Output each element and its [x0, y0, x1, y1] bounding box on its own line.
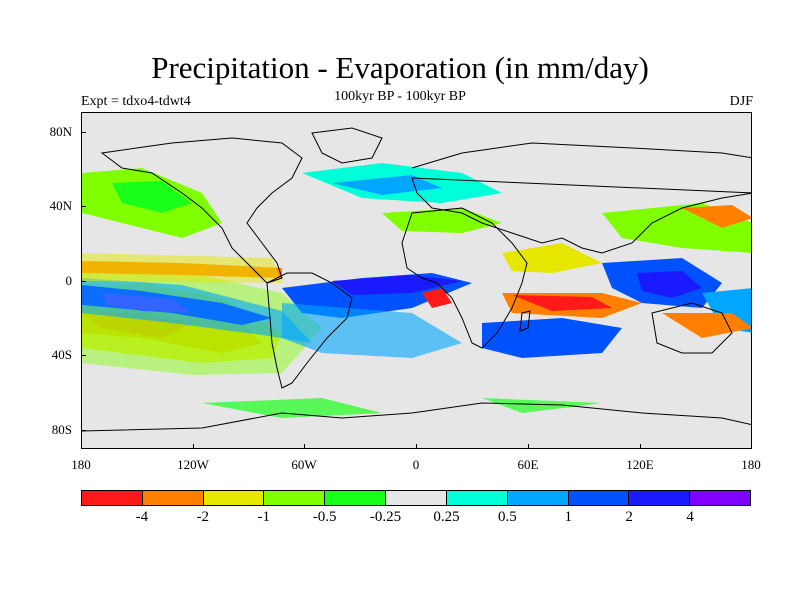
coastline-north-america [100, 137, 303, 284]
colorbar-swatch [629, 491, 691, 505]
lon-tick [81, 444, 82, 449]
colorbar-label: -2 [196, 509, 210, 525]
lat-label: 40N [49, 198, 72, 213]
lon-tick [304, 444, 305, 449]
field-wet-indian-ocean [482, 318, 622, 358]
map-title: Precipitation - Evaporation (in mm/day) [151, 50, 649, 85]
field-wet-maritime-core [637, 271, 702, 298]
lat-label: 80S [51, 422, 72, 437]
colorbar-swatch [507, 491, 569, 505]
coastline-australia [651, 302, 733, 354]
coastline-madagascar [519, 310, 531, 332]
experiment-label: Expt = tdxo4-tdwt4 [81, 94, 191, 109]
season-label: DJF [729, 94, 753, 109]
field-dry-west-pacific [662, 313, 751, 338]
colorbar-label: -0.25 [369, 509, 402, 525]
colorbar-swatch [203, 491, 265, 505]
colorbar-swatch [690, 491, 750, 505]
field-southern-ocean [202, 398, 382, 418]
coastlines [82, 127, 751, 432]
colorbar-label: -1 [257, 509, 270, 525]
colorbar-swatch [446, 491, 508, 505]
field-dry-atlantic [382, 208, 502, 233]
lat-label: 0 [65, 273, 73, 288]
colorbar-label: -0.5 [312, 509, 337, 525]
lat-tick [81, 206, 86, 207]
lon-label: 120E [626, 457, 654, 472]
field-shading [82, 163, 751, 418]
colorbar-label: -4 [135, 509, 149, 525]
coastline-south-america [266, 272, 353, 389]
lon-label: 60E [517, 457, 539, 472]
lon-label: 180 [741, 457, 761, 472]
lat-tick [81, 430, 86, 431]
lon-label: 180 [71, 457, 91, 472]
lat-label: 40S [51, 347, 72, 362]
lon-tick [416, 444, 417, 449]
lat-label: 80N [49, 124, 72, 139]
field-itcz-north-edge [82, 253, 282, 283]
field-north-atlantic-core [332, 175, 442, 195]
field-dry-indian-ocean-core [512, 295, 612, 311]
field-dry-arabian-sea [502, 243, 602, 273]
lon-label: 0 [412, 457, 420, 472]
lat-tick [81, 281, 86, 282]
field-wet-eq-pacific-halo [82, 278, 312, 343]
field-dry-africa [422, 288, 452, 308]
lon-label: 60W [291, 457, 317, 472]
colorbar-label: 4 [686, 509, 694, 525]
colorbar-swatch [82, 491, 143, 505]
colorbar-label: 2 [625, 509, 633, 525]
colorbar-swatch [325, 491, 387, 505]
map-panel [81, 112, 752, 449]
pe-map [82, 127, 751, 432]
colorbar-label: 0.5 [497, 509, 517, 525]
lon-tick [751, 444, 752, 449]
coastline-eurasia [411, 142, 751, 254]
field-dry-asia-core [682, 205, 751, 228]
colorbar-swatch [386, 491, 447, 505]
coastline-antarctica [82, 402, 751, 432]
field-southern-ocean-east [482, 398, 602, 413]
coastline-africa [401, 207, 528, 349]
lat-tick [81, 132, 86, 133]
colorbar-swatch [142, 491, 204, 505]
colorbar-label: 1 [564, 509, 573, 525]
colorbar-swatch [568, 491, 630, 505]
lon-label: 120W [177, 457, 209, 472]
lon-tick [640, 444, 641, 449]
lon-tick [528, 444, 529, 449]
colorbar [81, 490, 751, 506]
colorbar-swatch [264, 491, 326, 505]
map-subtitle: 100kyr BP - 100kyr BP [334, 89, 466, 104]
colorbar-label: 0.25 [433, 509, 460, 525]
field-atlantic-halo [282, 303, 462, 358]
lon-tick [193, 444, 194, 449]
lat-tick [81, 355, 86, 356]
coastline-greenland [311, 127, 383, 164]
field-north-pacific-core [112, 181, 192, 213]
